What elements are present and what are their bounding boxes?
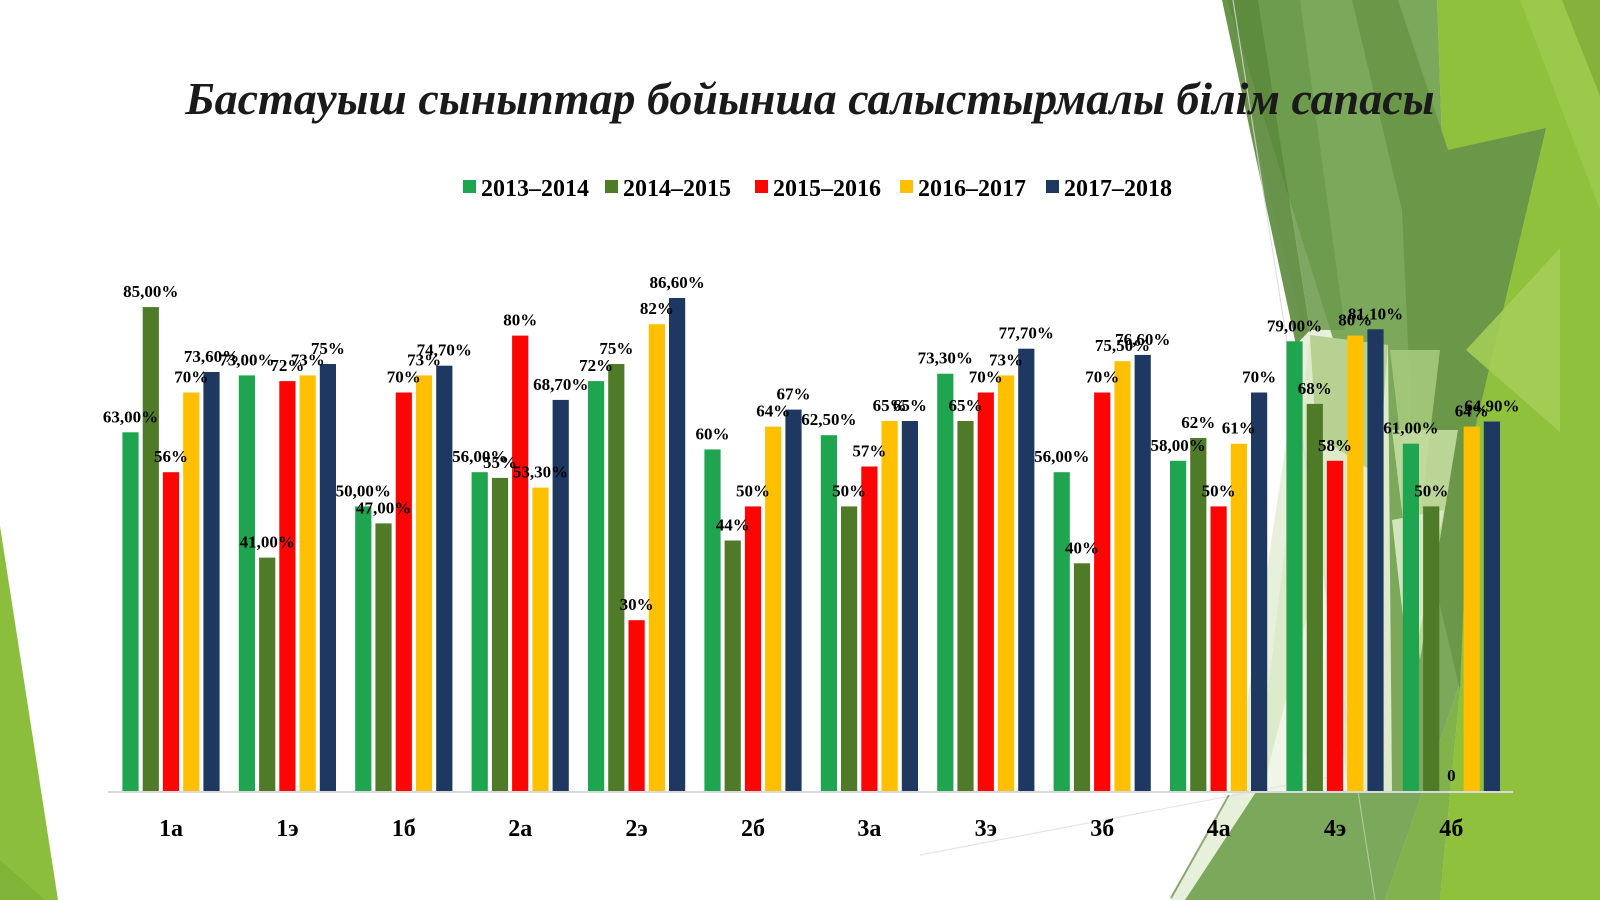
svg-text:56,00%: 56,00% [1034,447,1089,466]
svg-text:65%: 65% [873,396,907,415]
svg-text:75,50%: 75,50% [1095,336,1150,355]
svg-text:73,60%: 73,60% [184,347,239,366]
svg-text:62%: 62% [1181,413,1215,432]
svg-text:64%: 64% [756,402,790,421]
svg-text:30%: 30% [620,595,654,614]
svg-text:2015–2016: 2015–2016 [773,176,881,202]
svg-text:65%: 65% [893,396,927,415]
svg-text:4б: 4б [1439,816,1463,842]
svg-text:44%: 44% [716,516,750,535]
svg-text:70%: 70% [1085,368,1119,387]
svg-text:72%: 72% [270,356,304,375]
svg-text:3э: 3э [975,816,997,842]
svg-text:80%: 80% [1338,311,1372,330]
svg-text:55%: 55% [483,453,517,472]
svg-text:61,00%: 61,00% [1383,419,1438,438]
svg-text:2а: 2а [508,816,532,842]
svg-text:73%: 73% [407,350,441,369]
svg-text:1б: 1б [392,816,416,842]
svg-text:73%: 73% [989,350,1023,369]
svg-text:67%: 67% [777,385,811,404]
svg-text:64,90%: 64,90% [1464,397,1519,416]
svg-text:0: 0 [1447,766,1456,785]
svg-text:70%: 70% [387,368,421,387]
svg-text:80%: 80% [503,311,537,330]
svg-text:50%: 50% [1414,481,1448,500]
svg-text:2э: 2э [625,816,647,842]
svg-text:50,00%: 50,00% [336,481,391,500]
svg-text:3а: 3а [857,816,881,842]
svg-text:64%: 64% [1455,402,1489,421]
svg-text:81,10%: 81,10% [1348,304,1403,323]
svg-text:1э: 1э [276,816,298,842]
svg-text:70%: 70% [1242,368,1276,387]
svg-text:41,00%: 41,00% [240,533,295,552]
svg-text:53,30%: 53,30% [513,463,568,482]
svg-text:2013–2014: 2013–2014 [481,176,589,202]
svg-text:63,00%: 63,00% [103,407,158,426]
svg-text:2014–2015: 2014–2015 [623,176,731,202]
svg-text:56,00%: 56,00% [452,447,507,466]
svg-text:73,30%: 73,30% [918,349,973,368]
svg-text:68%: 68% [1298,379,1332,398]
svg-text:2016–2017: 2016–2017 [918,176,1026,202]
svg-text:58,00%: 58,00% [1150,436,1205,455]
svg-text:50%: 50% [1202,481,1236,500]
svg-text:2б: 2б [741,816,765,842]
svg-text:65%: 65% [949,396,983,415]
svg-text:73,00%: 73,00% [219,350,274,369]
svg-text:4а: 4а [1207,816,1231,842]
svg-text:61%: 61% [1222,419,1256,438]
svg-text:57%: 57% [852,442,886,461]
svg-text:79,00%: 79,00% [1267,316,1322,335]
svg-text:40%: 40% [1065,538,1099,557]
svg-text:70%: 70% [969,368,1003,387]
svg-text:2017–2018: 2017–2018 [1064,176,1172,202]
svg-text:77,70%: 77,70% [999,324,1054,343]
svg-text:56%: 56% [154,447,188,466]
svg-text:85,00%: 85,00% [123,282,178,301]
svg-text:60%: 60% [696,424,730,443]
svg-text:73%: 73% [291,350,325,369]
svg-text:50%: 50% [736,481,770,500]
svg-text:70%: 70% [174,368,208,387]
svg-text:50%: 50% [832,481,866,500]
svg-text:86,60%: 86,60% [649,273,704,292]
svg-text:3б: 3б [1090,816,1114,842]
svg-text:62,50%: 62,50% [801,410,856,429]
svg-text:72%: 72% [579,356,613,375]
svg-text:1а: 1а [159,816,183,842]
svg-text:4э: 4э [1324,816,1346,842]
svg-text:76,60%: 76,60% [1115,330,1170,349]
svg-text:82%: 82% [640,299,674,318]
svg-text:68,70%: 68,70% [533,375,588,394]
svg-text:75%: 75% [599,339,633,358]
svg-text:Бастауыш сыныптар бойынша салы: Бастауыш сыныптар бойынша салыстырмалы б… [184,73,1434,124]
svg-text:75%: 75% [311,339,345,358]
svg-text:74,70%: 74,70% [417,341,472,360]
svg-text:47,00%: 47,00% [356,498,411,517]
svg-text:58%: 58% [1318,436,1352,455]
